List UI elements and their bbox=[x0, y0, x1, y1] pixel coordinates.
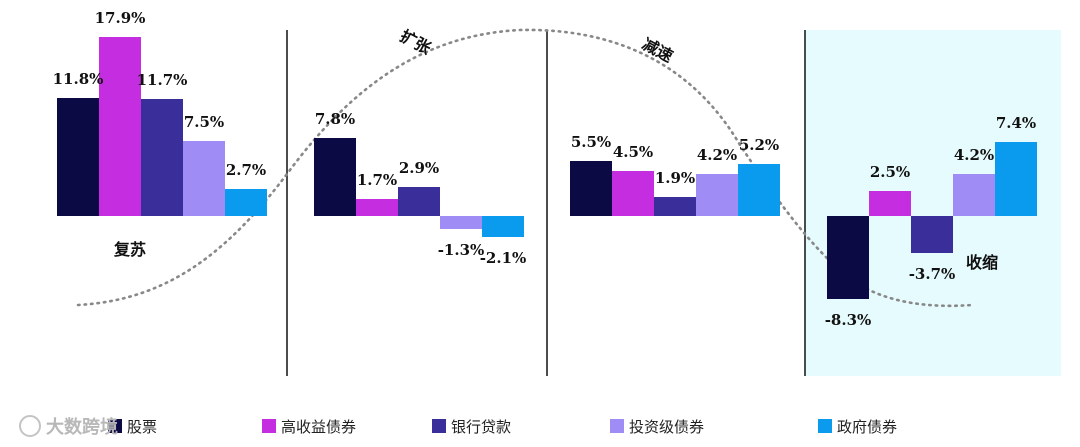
phase-label-1: 复苏 bbox=[113, 240, 146, 259]
value-label-4-4: 4.2% bbox=[954, 146, 994, 164]
bar-1-5 bbox=[225, 189, 267, 216]
value-label-1-3: 11.7% bbox=[137, 71, 188, 89]
value-label-1-2: 17.9% bbox=[95, 9, 146, 27]
bar-3-1 bbox=[570, 161, 612, 216]
legend-swatch-4 bbox=[610, 419, 624, 433]
legend-swatch-2 bbox=[262, 419, 276, 433]
value-label-2-1: 7.8% bbox=[315, 110, 355, 128]
bar-4-4 bbox=[953, 174, 995, 216]
value-label-3-4: 4.2% bbox=[697, 146, 737, 164]
value-label-2-5: -2.1% bbox=[480, 249, 527, 267]
value-label-2-4: -1.3% bbox=[438, 241, 485, 259]
bar-4-1 bbox=[827, 216, 869, 299]
bar-1-3 bbox=[141, 99, 183, 216]
bar-2-3 bbox=[398, 187, 440, 216]
bars-layer bbox=[57, 37, 1037, 299]
legend-label-1: 股票 bbox=[127, 418, 157, 436]
bar-3-3 bbox=[654, 197, 696, 216]
legend-label-5: 政府债券 bbox=[837, 418, 897, 436]
bar-4-3 bbox=[911, 216, 953, 253]
watermark-layer: 大数跨境 bbox=[19, 415, 118, 438]
value-label-4-5: 7.4% bbox=[996, 114, 1036, 132]
value-label-3-1: 5.5% bbox=[571, 133, 611, 151]
bar-4-5 bbox=[995, 142, 1037, 216]
bar-3-5 bbox=[738, 164, 780, 216]
phase-label-4: 收缩 bbox=[966, 253, 998, 272]
value-label-3-2: 4.5% bbox=[613, 143, 653, 161]
bar-2-1 bbox=[314, 138, 356, 216]
bar-2-2 bbox=[356, 199, 398, 216]
value-label-2-3: 2.9% bbox=[399, 159, 439, 177]
value-label-4-1: -8.3% bbox=[825, 311, 872, 329]
value-label-2-2: 1.7% bbox=[357, 171, 397, 189]
legend-swatch-5 bbox=[818, 419, 832, 433]
bar-1-2 bbox=[99, 37, 141, 216]
phase-label-2: 扩张 bbox=[397, 26, 435, 58]
bar-1-1 bbox=[57, 98, 99, 216]
value-label-1-4: 7.5% bbox=[184, 113, 224, 131]
legend-swatch-3 bbox=[432, 419, 446, 433]
bar-4-2 bbox=[869, 191, 911, 216]
legend: 股票 高收益债券 银行贷款 投资级债券 政府债券 bbox=[108, 418, 897, 436]
value-label-1-5: 2.7% bbox=[226, 161, 266, 179]
legend-label-2: 高收益债券 bbox=[281, 418, 356, 436]
bar-1-4 bbox=[183, 141, 225, 216]
legend-label-4: 投资级债券 bbox=[629, 418, 704, 436]
bar-2-4 bbox=[440, 216, 482, 229]
watermark-text: 大数跨境 bbox=[46, 416, 118, 438]
legend-swatch-1 bbox=[108, 419, 122, 433]
value-label-4-3: -3.7% bbox=[909, 265, 956, 283]
bar-3-2 bbox=[612, 171, 654, 216]
legend-label-3: 银行贷款 bbox=[451, 418, 511, 436]
bar-3-4 bbox=[696, 174, 738, 216]
value-label-4-2: 2.5% bbox=[870, 163, 910, 181]
value-label-3-3: 1.9% bbox=[655, 169, 695, 187]
value-label-1-1: 11.8% bbox=[53, 70, 104, 88]
value-labels-layer: 11.8% 17.9% 11.7% 7.5% 2.7% 7.8% 1.7%2.9% -1.3%… bbox=[53, 9, 1037, 329]
watermark-logo bbox=[19, 415, 41, 437]
bar-2-5 bbox=[482, 216, 524, 237]
value-label-3-5: 5.2% bbox=[739, 136, 779, 154]
